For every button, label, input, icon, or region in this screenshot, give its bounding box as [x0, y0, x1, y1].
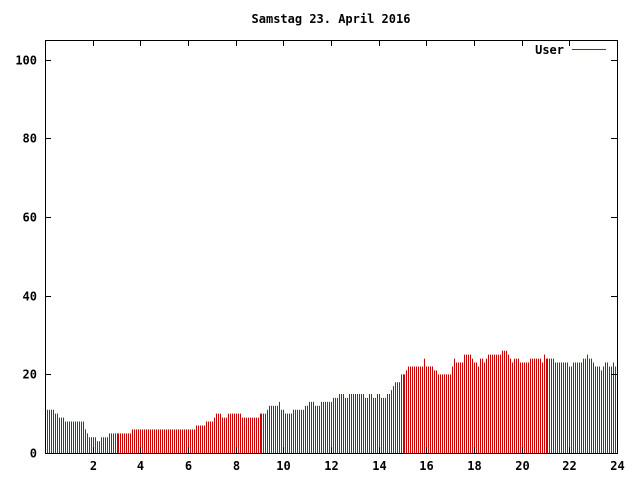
x-tick-label: 12 — [324, 459, 338, 473]
y-tick-label: 20 — [23, 368, 37, 382]
y-axis: 0 20 40 60 80 100 — [15, 54, 617, 461]
legend: User — [535, 43, 606, 57]
chart-title: Samstag 23. April 2016 — [252, 12, 411, 26]
x-tick-label: 24 — [610, 459, 624, 473]
x-tick-label: 22 — [562, 459, 576, 473]
x-tick-label: 8 — [233, 459, 240, 473]
x-tick-label: 6 — [185, 459, 192, 473]
x-axis: 2 4 6 8 10 12 14 16 18 20 22 24 — [90, 40, 625, 473]
y-tick-label: 60 — [23, 211, 37, 225]
y-tick-label: 40 — [23, 290, 37, 304]
x-tick-label: 2 — [90, 459, 97, 473]
y-tick-label: 80 — [23, 132, 37, 146]
x-tick-label: 18 — [467, 459, 481, 473]
legend-label: User — [535, 43, 564, 57]
x-tick-label: 14 — [372, 459, 386, 473]
y-tick-label: 0 — [30, 447, 37, 461]
x-tick-label: 4 — [137, 459, 144, 473]
bars-group — [45, 350, 618, 453]
y-tick-label: 100 — [15, 54, 37, 68]
x-tick-label: 10 — [276, 459, 290, 473]
x-tick-label: 16 — [419, 459, 433, 473]
x-tick-label: 20 — [515, 459, 529, 473]
